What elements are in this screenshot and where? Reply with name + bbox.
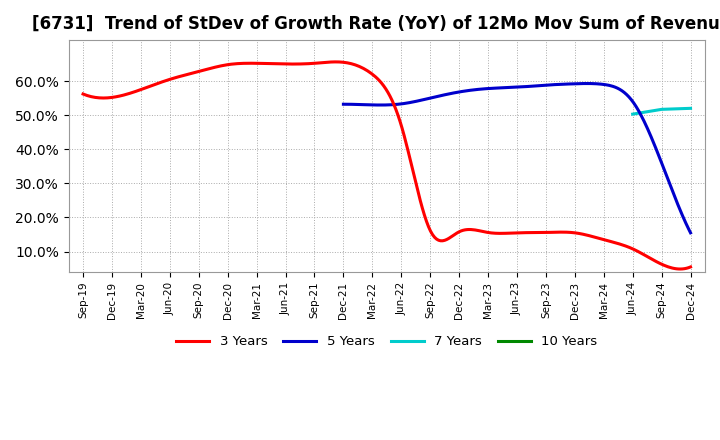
Title: [6731]  Trend of StDev of Growth Rate (YoY) of 12Mo Mov Sum of Revenues: [6731] Trend of StDev of Growth Rate (Yo… — [32, 15, 720, 33]
Legend: 3 Years, 5 Years, 7 Years, 10 Years: 3 Years, 5 Years, 7 Years, 10 Years — [171, 330, 603, 354]
